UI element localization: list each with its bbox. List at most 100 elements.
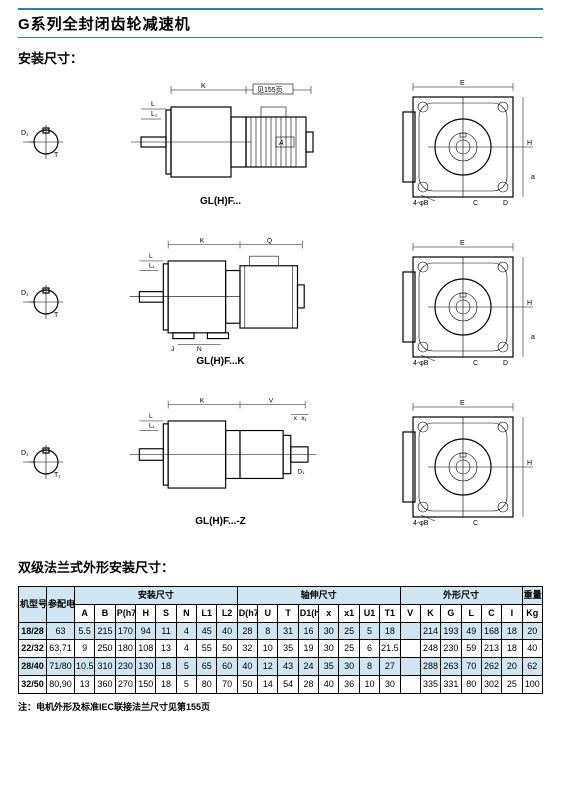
svg-text:L₁: L₁: [149, 263, 156, 270]
svg-text:L: L: [151, 101, 155, 108]
cell-value: 70: [217, 675, 237, 693]
cell-value: [400, 675, 420, 693]
cell-value: 8: [359, 658, 379, 676]
cell-value: 35: [278, 640, 298, 658]
dimension-table-section: 双级法兰式外形安装尺寸： 机型号 参配电机机器 安装尺寸 轴伸尺寸 外形尺寸 重…: [18, 557, 543, 713]
cell-value: 5: [359, 622, 379, 640]
shaft-cross-section-2: D₁ T: [18, 277, 68, 327]
cell-value: 10.5: [75, 658, 95, 676]
cell-value: 14: [258, 675, 278, 693]
cell-value: 9: [75, 640, 95, 658]
cell-value: 130: [136, 658, 156, 676]
svg-text:C: C: [473, 520, 478, 527]
cell-value: 30: [380, 675, 400, 693]
svg-text:J: J: [171, 346, 174, 352]
svg-text:T: T: [54, 312, 59, 319]
cell-value: [400, 640, 420, 658]
svg-text:K: K: [199, 398, 204, 405]
svg-text:E: E: [460, 80, 465, 87]
col-header: T1: [380, 604, 400, 622]
cell-value: 11: [156, 622, 176, 640]
col-motor: 参配电机机器: [47, 587, 75, 623]
dimension-table: 机型号 参配电机机器 安装尺寸 轴伸尺寸 外形尺寸 重量 ABP(h7)HSNL…: [18, 586, 543, 694]
cell-value: 13: [75, 675, 95, 693]
svg-text:a: a: [531, 174, 535, 181]
cell-value: 18: [502, 622, 522, 640]
svg-text:N: N: [197, 346, 202, 352]
cell-value: 65: [197, 658, 217, 676]
cell-model: 18/28: [19, 622, 47, 640]
svg-text:D₁: D₁: [297, 469, 305, 476]
svg-text:4-φB: 4-φB: [413, 200, 429, 207]
cell-value: 55: [197, 640, 217, 658]
title-bar: G系列全封闭齿轮减速机: [18, 8, 543, 38]
cell-value: 108: [136, 640, 156, 658]
cell-value: 5: [176, 675, 196, 693]
cell-value: 10: [258, 640, 278, 658]
cell-value: 80: [461, 675, 481, 693]
svg-text:D₁: D₁: [21, 290, 29, 297]
col-header: A: [75, 604, 95, 622]
flange-view-3: E H: [373, 397, 543, 527]
flange-view-1: E: [373, 77, 543, 207]
cell-model: 22/32: [19, 640, 47, 658]
cell-value: 28: [237, 622, 257, 640]
cell-value: 20: [522, 622, 542, 640]
col-header: L: [461, 604, 481, 622]
svg-text:D: D: [503, 200, 508, 207]
col-header: D(h7): [237, 604, 257, 622]
install-dimensions-heading: 安装尺寸：: [18, 48, 543, 67]
cell-value: 248: [420, 640, 440, 658]
group-header-row: 机型号 参配电机机器 安装尺寸 轴伸尺寸 外形尺寸 重量: [19, 587, 543, 605]
col-header: K: [420, 604, 440, 622]
cell-value: 214: [420, 622, 440, 640]
col-header: T: [278, 604, 298, 622]
cell-value: 310: [95, 658, 115, 676]
cell-value: 6: [359, 640, 379, 658]
col-header: L1: [197, 604, 217, 622]
side-view-3: K V L L₁: [121, 397, 321, 527]
col-header: C: [481, 604, 501, 622]
cell-value: 335: [420, 675, 440, 693]
col-header: S: [156, 604, 176, 622]
cell-model: 32/50: [19, 675, 47, 693]
svg-text:K: K: [199, 238, 204, 245]
cell-model: 28/40: [19, 658, 47, 676]
col-header: B: [95, 604, 115, 622]
cell-value: 18: [156, 658, 176, 676]
cell-value: 18: [156, 675, 176, 693]
side-view-1: K 见155页: [121, 77, 321, 207]
cell-value: 331: [441, 675, 461, 693]
cell-value: 360: [95, 675, 115, 693]
svg-text:L: L: [149, 253, 153, 260]
col-header: U1: [359, 604, 379, 622]
svg-text:Q: Q: [266, 238, 271, 245]
cell-motor: 71/80: [47, 658, 75, 676]
cell-value: 28: [298, 675, 318, 693]
cell-value: 30: [319, 640, 339, 658]
group-outline: 外形尺寸: [400, 587, 522, 605]
cell-value: 40: [522, 640, 542, 658]
cell-value: 20: [502, 658, 522, 676]
cell-value: 30: [319, 622, 339, 640]
cell-value: 31: [278, 622, 298, 640]
svg-text:D: D: [503, 360, 508, 367]
page-title: G系列全封闭齿轮减速机: [18, 13, 543, 34]
diagram-row-2: D₁ T K Q: [18, 237, 543, 367]
svg-text:H: H: [527, 460, 532, 467]
col-header: x1: [339, 604, 359, 622]
cell-value: 25: [502, 675, 522, 693]
cell-value: 100: [522, 675, 542, 693]
cell-value: 80: [197, 675, 217, 693]
cell-value: 302: [481, 675, 501, 693]
cell-value: 5: [176, 658, 196, 676]
svg-text:H: H: [527, 140, 532, 147]
svg-text:L₁: L₁: [151, 111, 158, 118]
svg-text:E: E: [460, 240, 465, 247]
cell-value: 4: [176, 622, 196, 640]
table-row: 28/4071/8010.531023013018565604012432435…: [19, 658, 543, 676]
svg-text:见155页: 见155页: [257, 86, 283, 94]
cell-value: 36: [339, 675, 359, 693]
svg-text:L₁: L₁: [149, 423, 156, 430]
svg-text:x₁: x₁: [301, 415, 307, 422]
